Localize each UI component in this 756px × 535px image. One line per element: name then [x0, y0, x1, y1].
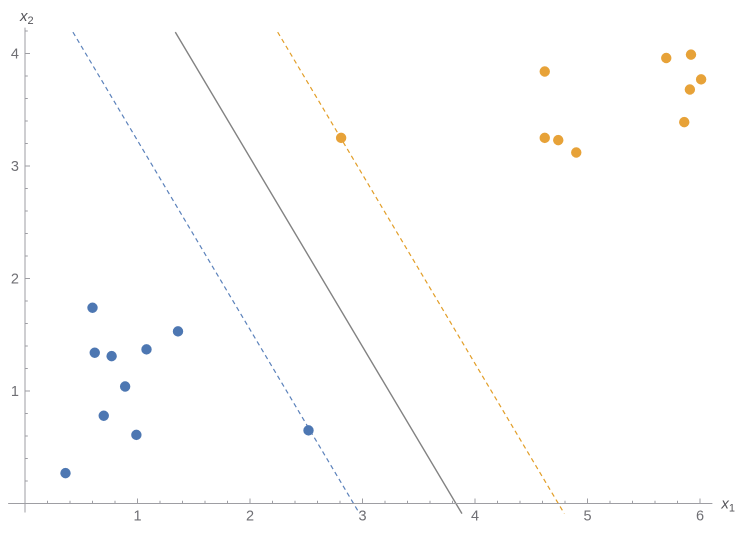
y-axis-label: x2	[19, 8, 34, 27]
data-point-class-blue	[87, 302, 98, 313]
data-point-class-blue	[89, 347, 100, 358]
data-point-class-orange	[661, 52, 672, 64]
data-point-class-blue	[106, 350, 117, 362]
x-axis-tick-label: 3	[358, 509, 366, 525]
data-point-class-orange	[335, 132, 347, 144]
y-axis-tick-label: 4	[11, 47, 19, 63]
y-axis-tick-label: 1	[11, 384, 19, 400]
data-point-class-orange	[684, 84, 696, 95]
data-point-class-orange	[679, 116, 690, 128]
x-axis-tick-label: 2	[246, 509, 254, 525]
data-point-class-orange	[539, 66, 550, 77]
margin-line-orange	[277, 31, 565, 514]
x-axis-tick-label: 1	[133, 509, 141, 525]
x-axis-label: x1	[720, 496, 735, 515]
data-point-class-orange	[553, 134, 564, 146]
data-point-class-orange	[539, 132, 550, 144]
margin-line-blue	[72, 31, 361, 514]
data-point-class-blue	[98, 410, 109, 421]
x-axis-tick-label: 6	[696, 509, 704, 525]
y-axis-tick-label: 2	[11, 272, 19, 288]
x-axis-tick-label: 4	[471, 509, 479, 525]
series-class-blue	[60, 302, 314, 479]
data-point-class-blue	[119, 381, 131, 392]
data-point-class-blue	[60, 467, 71, 479]
series-class-orange	[335, 49, 707, 158]
data-point-class-blue	[141, 344, 152, 355]
x-axis-tick-label: 5	[583, 509, 591, 525]
data-point-class-blue	[303, 425, 314, 436]
data-point-class-blue	[131, 429, 142, 441]
data-point-class-orange	[571, 147, 582, 158]
data-point-class-orange	[695, 74, 707, 85]
decision-boundary-line	[174, 31, 463, 514]
y-axis-tick-label: 3	[11, 159, 19, 175]
data-point-class-orange	[685, 49, 697, 60]
data-point-class-blue	[172, 326, 184, 337]
